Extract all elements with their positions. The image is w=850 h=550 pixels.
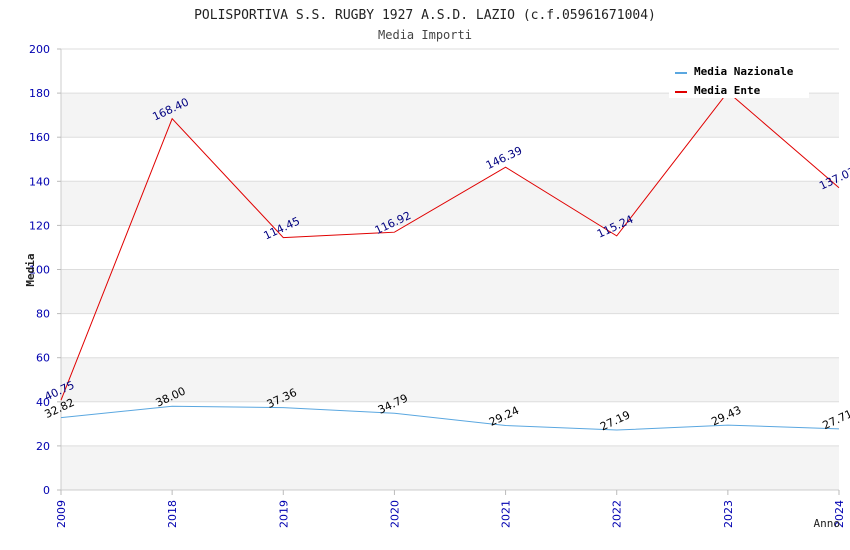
- chart-title: POLISPORTIVA S.S. RUGBY 1927 A.S.D. LAZI…: [194, 8, 656, 23]
- plot-band: [61, 225, 839, 270]
- plot-band: [61, 93, 839, 138]
- x-tick-label: 2019: [277, 500, 290, 528]
- y-tick-label: 160: [29, 131, 50, 144]
- x-tick-label: 2021: [500, 500, 513, 528]
- x-tick-label: 2018: [166, 500, 179, 528]
- plot-band: [61, 313, 839, 358]
- y-tick-label: 20: [36, 440, 50, 453]
- x-axis-label: Anno: [814, 517, 841, 530]
- series-lines: [60, 91, 840, 431]
- y-tick-label: 80: [36, 308, 50, 321]
- x-tick-label: 2020: [388, 500, 401, 528]
- x-tick-label: 2024: [833, 500, 846, 528]
- y-tick-label: 180: [29, 87, 50, 100]
- x-tick-label: 2022: [611, 500, 624, 528]
- y-tick-label: 200: [29, 43, 50, 56]
- y-tick-label: 120: [29, 219, 50, 232]
- x-tick-label: 2023: [722, 500, 735, 528]
- series-line-media-nazionale: [60, 405, 840, 431]
- legend-box: [669, 60, 809, 98]
- plot-band: [61, 269, 839, 314]
- series-line-media-ente: [60, 91, 840, 401]
- legend-entry-media-ente: Media Ente: [694, 84, 761, 97]
- x-tick-label: 2009: [55, 500, 68, 528]
- y-tick-label: 40: [36, 396, 50, 409]
- plot-background-bands: [61, 49, 839, 490]
- plot-band: [61, 445, 839, 490]
- y-tick-label: 100: [29, 264, 50, 277]
- plot-band: [61, 137, 839, 182]
- y-tick-label: 140: [29, 175, 50, 188]
- y-axis-ticks: 0 20 40 60 80 100 120 140 160 180 200: [29, 43, 61, 497]
- legend: Media Nazionale Media Ente: [669, 60, 809, 98]
- chart-subtitle: Media Importi: [378, 28, 472, 42]
- y-tick-label: 0: [43, 484, 50, 497]
- y-axis-label: Media: [24, 253, 37, 286]
- plot-band: [61, 357, 839, 402]
- plot-band: [61, 401, 839, 446]
- plot-band: [61, 181, 839, 226]
- legend-entry-media-nazionale: Media Nazionale: [694, 65, 794, 78]
- x-axis-ticks: 2009 2018 2019 2020 2021 2022 2023 2024: [55, 490, 846, 528]
- y-tick-label: 60: [36, 352, 50, 365]
